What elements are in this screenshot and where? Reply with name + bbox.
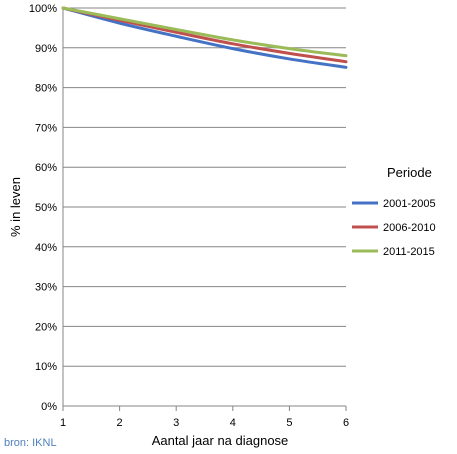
y-tick-label: 60%	[35, 162, 57, 174]
legend-label-2006-2010: 2006-2010	[383, 222, 436, 234]
y-tick-label: 40%	[35, 242, 57, 254]
y-tick-labels: 0% 10% 20% 30% 40% 50% 60% 70% 80% 90% 100%	[29, 3, 57, 413]
x-tick-label: 1	[60, 417, 66, 429]
legend-title: Periode	[387, 165, 432, 180]
x-axis-title: Aantal jaar na diagnose	[152, 433, 289, 448]
x-tick-label: 3	[173, 417, 179, 429]
y-tick-label: 10%	[35, 361, 57, 373]
legend-label-2001-2005: 2001-2005	[383, 198, 436, 210]
x-tick-label: 2	[117, 417, 123, 429]
x-tick-label: 4	[230, 417, 236, 429]
x-tick-label: 6	[343, 417, 349, 429]
series-lines	[61, 6, 348, 69]
axes	[62, 8, 347, 411]
y-tick-label: 50%	[35, 202, 57, 214]
x-tick-label: 5	[286, 417, 292, 429]
x-tick-labels: 1 2 3 4 5 6	[60, 417, 349, 429]
legend-label-2011-2015: 2011-2015	[383, 246, 435, 258]
y-tick-label: 90%	[35, 43, 57, 55]
y-axis-title: % in leven	[8, 177, 23, 237]
y-tick-label: 70%	[35, 122, 57, 134]
y-tick-label: 30%	[35, 282, 57, 294]
y-tick-label: 0%	[41, 401, 57, 413]
y-tick-label: 80%	[35, 83, 57, 95]
source-note: bron: IKNL	[4, 437, 57, 449]
legend: Periode 2001-2005 2006-2010 2011-2015	[352, 165, 436, 258]
gridlines	[63, 7, 346, 407]
y-tick-label: 100%	[29, 3, 57, 15]
series-line-2001-2005	[61, 6, 348, 69]
y-tick-label: 20%	[35, 321, 57, 333]
series-line-2011-2015	[61, 6, 348, 58]
